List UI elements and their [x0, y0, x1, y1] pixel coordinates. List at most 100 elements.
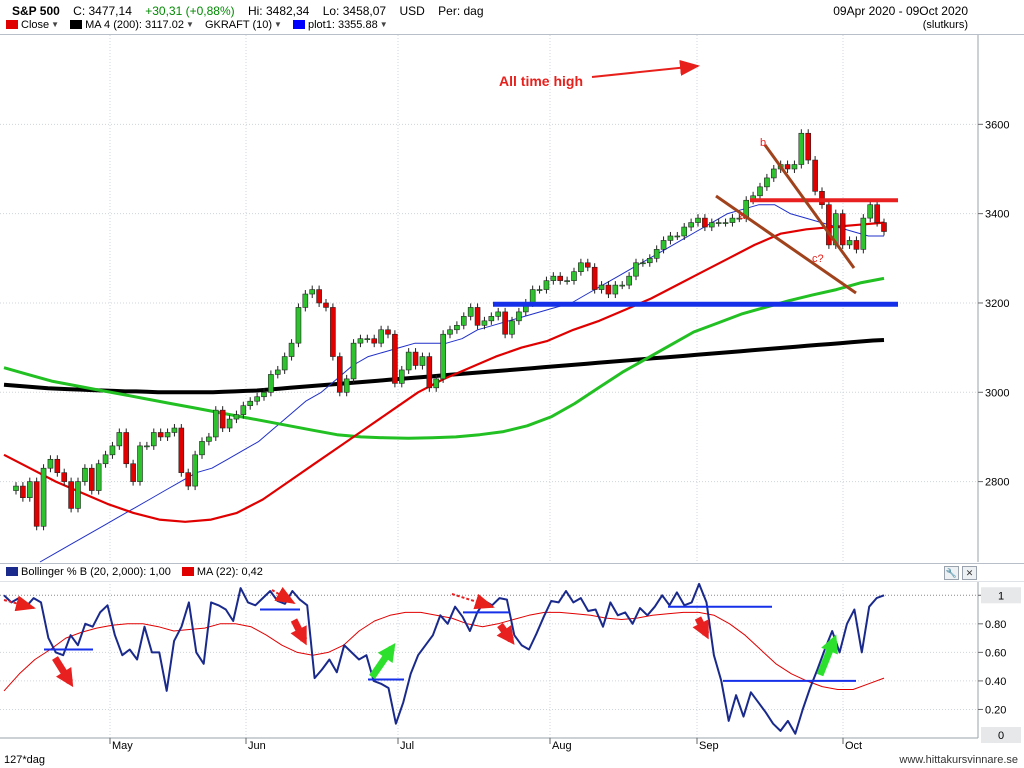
candle-body: [88, 467, 95, 491]
chevron-down-icon[interactable]: ▼: [274, 20, 282, 29]
plot1-swatch: [292, 20, 305, 29]
candle-body: [13, 485, 19, 491]
candle-body: [460, 316, 467, 326]
plot1-line: [39, 204, 884, 563]
ma22-line: [3, 611, 885, 692]
chevron-down-icon[interactable]: ▼: [185, 20, 194, 29]
indicator-bollinger[interactable]: Bollinger % B (20, 2,000): 1,00: [6, 566, 171, 578]
candle-body: [846, 240, 853, 246]
period-label: Per: dag: [438, 4, 484, 18]
candle-body: [144, 445, 150, 448]
time-tick-label: Oct: [845, 740, 862, 752]
time-tick-label: May: [112, 740, 133, 752]
timeframe-label[interactable]: 127*dag: [4, 754, 45, 766]
candle-body: [784, 164, 791, 170]
candle-body: [640, 262, 646, 265]
candle-body: [261, 391, 267, 398]
indicator-close[interactable]: Close ▼: [6, 19, 59, 31]
indicator-plot1[interactable]: plot1: 3355.88 ▼: [292, 19, 388, 31]
candle-body: [343, 378, 350, 393]
candle-body: [591, 266, 598, 290]
candle-body: [102, 454, 109, 465]
candle-body: [502, 311, 508, 335]
candle-body: [171, 427, 178, 433]
bollinger-swatch: [6, 567, 18, 576]
candle-body: [722, 222, 729, 224]
price-annotations: All time high a b c?: [493, 59, 898, 307]
indicator-panel-header: Bollinger % B (20, 2,000): 1,00 MA (22):…: [0, 563, 1024, 582]
symbol-label: S&P 500: [12, 4, 60, 18]
candle-body: [454, 324, 460, 331]
candle-body: [764, 177, 770, 188]
candle-body: [40, 467, 47, 527]
indicator-gkraft[interactable]: GKRAFT (10) ▼: [205, 19, 282, 31]
candle-body: [612, 284, 619, 295]
candle-body: [509, 320, 515, 335]
candle-body: [212, 409, 219, 438]
close-icon[interactable]: ✕: [962, 566, 977, 580]
candle-body: [550, 275, 557, 281]
indicator-ma22[interactable]: MA (22): 0,42: [181, 566, 263, 578]
quote-summary: S&P 500 C: 3477,14 +30,31 (+0,88%) Hi: 3…: [12, 4, 494, 18]
indicator-close-label: Close: [21, 19, 50, 31]
candle-body: [323, 302, 329, 308]
candle-body: [791, 164, 798, 170]
time-axis-ticks: May Jun Jul Aug Sep Oct: [109, 738, 862, 752]
candle-body: [68, 481, 74, 509]
chevron-down-icon[interactable]: ▼: [51, 20, 60, 29]
indicator-ma22-label: MA (22): 0,42: [196, 566, 263, 578]
candle-body: [433, 378, 440, 389]
time-tick-label: Sep: [699, 740, 719, 752]
candle-body: [860, 217, 867, 250]
candle-body: [757, 186, 763, 197]
indicator-axis-ticks: 0.20 0.40 0.60 0.80 1 0: [978, 587, 1021, 743]
candle-body: [646, 258, 653, 264]
ath-arrow: [591, 59, 700, 78]
sell-arrow-head: [56, 667, 74, 688]
buy-arrow-head: [377, 643, 396, 663]
sell-arrow-head: [496, 625, 515, 645]
candle-body: [667, 235, 674, 241]
chevron-down-icon[interactable]: ▼: [379, 20, 388, 29]
candle-body: [557, 275, 564, 281]
candle-body: [82, 467, 88, 482]
current-value-box: [981, 587, 1021, 604]
candle-body: [130, 463, 136, 482]
bollinger-line: [3, 582, 885, 735]
low-value: Lo: 3458,07: [322, 4, 387, 18]
indicator-tick-label: 0.40: [985, 676, 1006, 688]
zero-value-box: [981, 727, 1021, 743]
wrench-icon[interactable]: 🔧: [944, 566, 959, 580]
sell-arrow-head: [692, 619, 709, 640]
price-plot-area: [0, 35, 978, 562]
candle-body: [812, 159, 818, 192]
candle-body: [426, 356, 433, 389]
price-tick-label: 3400: [985, 209, 1009, 221]
indicator-ma200[interactable]: MA 4 (200): 3117.02 ▼: [70, 19, 194, 31]
candle-body: [688, 222, 694, 228]
candle-body: [47, 458, 54, 469]
candle-body: [199, 441, 205, 456]
candle-body: [474, 307, 481, 326]
indicator-ma200-label: MA 4 (200): 3117.02: [85, 19, 184, 31]
candle-body: [805, 132, 812, 161]
change-value: +30,31 (+0,88%): [145, 4, 235, 18]
candles: [13, 129, 887, 531]
candle-body: [288, 342, 295, 357]
candle-body: [385, 329, 391, 335]
candle-body: [61, 472, 68, 482]
ma-green-line: [3, 276, 885, 440]
candle-body: [192, 454, 198, 487]
candle-body: [674, 235, 681, 238]
candle-body: [378, 329, 384, 344]
candle-body: [536, 289, 543, 291]
candle-body: [412, 351, 419, 366]
price-tick-label: 2800: [985, 477, 1009, 489]
candle-body: [853, 240, 860, 250]
candle-body: [178, 427, 185, 473]
currency-label: USD: [399, 4, 425, 18]
candle-body: [598, 284, 605, 290]
candle-body: [826, 204, 832, 246]
candle-body: [543, 280, 550, 290]
price-grid: [0, 35, 978, 562]
